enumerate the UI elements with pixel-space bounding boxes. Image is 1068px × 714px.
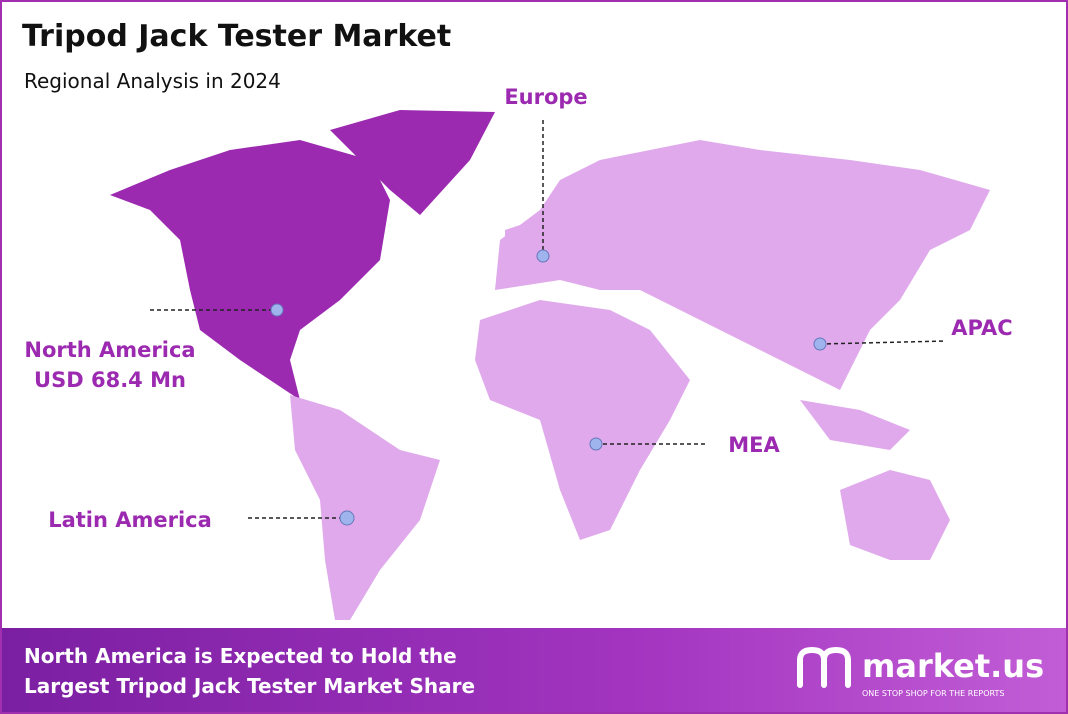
- title: Tripod Jack Tester Market: [22, 19, 451, 54]
- world-map: [110, 110, 990, 620]
- region-value: USD 68.4 Mn: [34, 368, 186, 392]
- region-label: Europe: [504, 85, 587, 109]
- uk-shape: [505, 225, 520, 250]
- eurasia-shape: [495, 140, 990, 390]
- brand: market.us: [862, 647, 1044, 685]
- australia-shape: [840, 470, 950, 560]
- marker: [813, 337, 827, 351]
- logo: market.us ONE STOP SHOP FOR THE REPORTS: [797, 646, 1044, 698]
- footer-headline: North America is Expected to Hold the: [24, 644, 457, 668]
- south-america-shape: [290, 395, 440, 620]
- region-label: APAC: [951, 316, 1012, 340]
- region-label: Latin America: [48, 508, 212, 532]
- marker: [589, 437, 603, 451]
- subtitle: Regional Analysis in 2024: [24, 69, 281, 93]
- marker: [536, 249, 550, 263]
- tagline: ONE STOP SHOP FOR THE REPORTS: [862, 689, 1004, 698]
- africa-shape: [475, 300, 690, 540]
- islands-shape: [800, 400, 910, 450]
- leader-line: [819, 340, 947, 345]
- north-america-shape: [110, 140, 390, 400]
- marker: [270, 303, 284, 317]
- region-label: MEA: [728, 433, 780, 457]
- footer-headline: Largest Tripod Jack Tester Market Share: [24, 674, 475, 698]
- footer-band: [2, 628, 1066, 712]
- logo-icon: [797, 646, 851, 688]
- marker: [339, 510, 355, 526]
- region-label: North America: [24, 338, 195, 362]
- greenland-shape: [330, 110, 495, 215]
